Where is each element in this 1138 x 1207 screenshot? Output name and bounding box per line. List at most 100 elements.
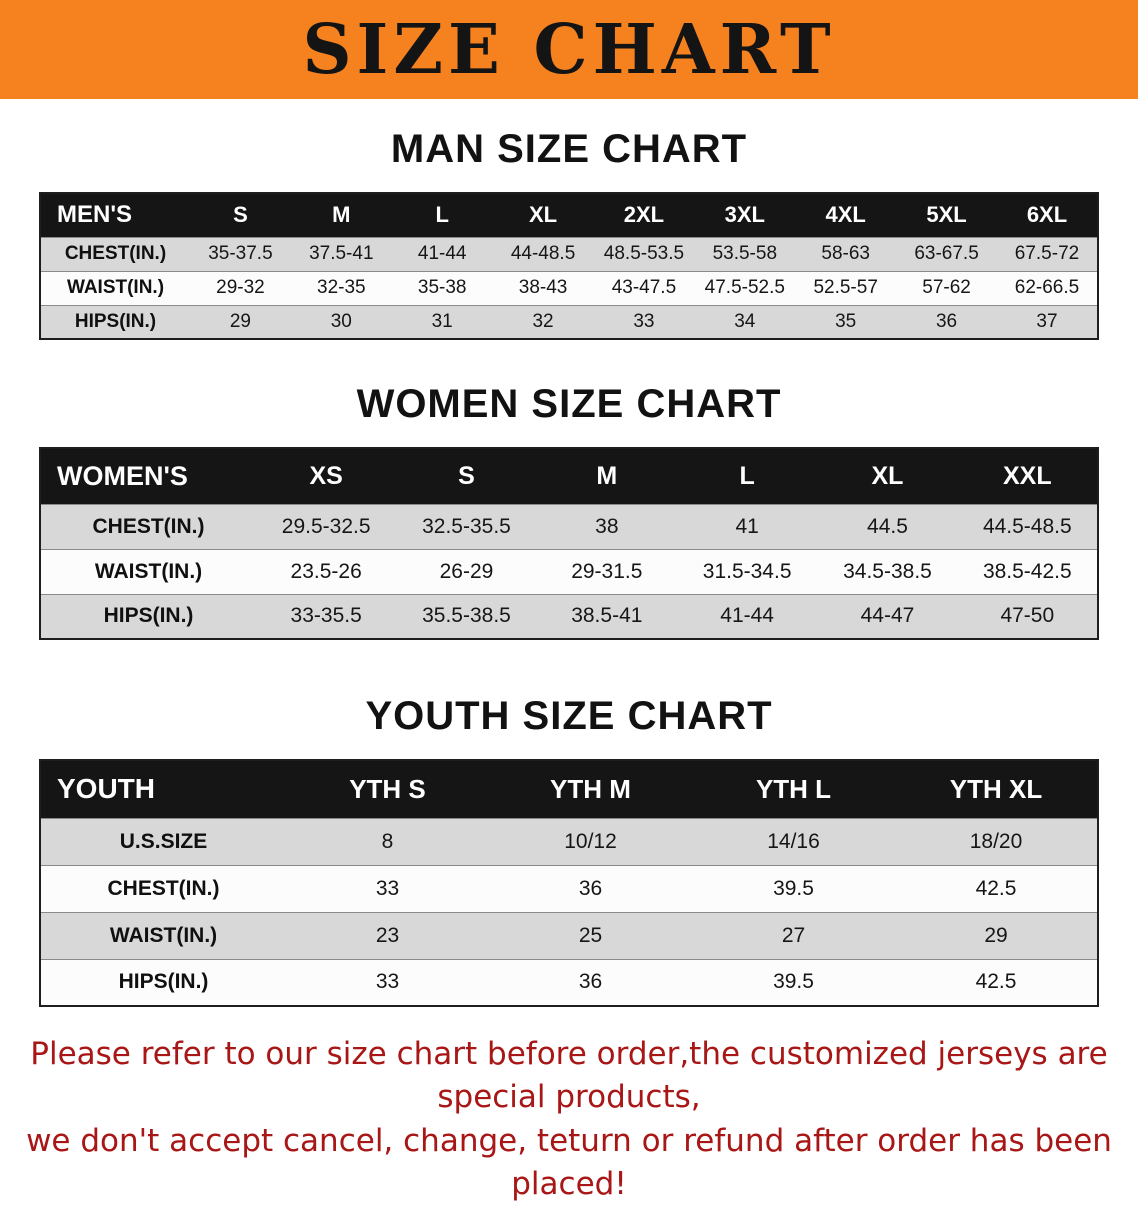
women-size-table: WOMEN'S XS S M L XL XXL CHEST(IN.) 29.5-32.5 32.5… xyxy=(39,447,1099,640)
size-value: 31 xyxy=(391,304,493,339)
size-value: 39.5 xyxy=(692,864,895,912)
size-column-header: 6XL xyxy=(1026,202,1068,228)
size-column-header: YTH S xyxy=(349,773,426,804)
size-column-header: L xyxy=(435,202,449,228)
size-column-header: 3XL xyxy=(724,202,765,228)
size-value: 44-47 xyxy=(817,593,958,639)
size-column-header: XXL xyxy=(1003,461,1052,490)
size-value: 52.5-57 xyxy=(795,270,897,305)
size-value: 37 xyxy=(997,304,1098,339)
size-column-header: S xyxy=(458,461,475,490)
size-column-header: XS xyxy=(309,461,343,490)
size-value: 41 xyxy=(676,503,818,549)
size-column-header: M xyxy=(332,202,351,228)
size-value: 42.5 xyxy=(895,958,1098,1006)
size-value: 32.5-35.5 xyxy=(396,503,537,549)
youth-size-table: YOUTH YTH S YTH M YTH L YTH XL U.S.SIZE 8 10/12… xyxy=(39,759,1099,1007)
measurement-label: CHEST(IN.) xyxy=(40,503,256,549)
measurement-row: WAIST(IN.) 29-32 32-35 35-38 38-43 43-47.5 47.… xyxy=(40,270,1098,305)
women-section-heading: WOMEN SIZE CHART xyxy=(356,382,782,426)
measurement-label: WAIST(IN.) xyxy=(40,548,256,594)
size-value: 41-44 xyxy=(676,593,818,639)
measurement-label: HIPS(IN.) xyxy=(40,958,286,1006)
size-value: 29.5-32.5 xyxy=(256,503,397,549)
measurement-row: U.S.SIZE 8 10/12 14/16 18/20 xyxy=(40,817,1098,865)
size-value: 36 xyxy=(896,304,997,339)
banner-title: SIZE CHART xyxy=(302,9,836,90)
measurement-row: HIPS(IN.) 33-35.5 35.5-38.5 38.5-41 41-44 44-… xyxy=(40,593,1098,639)
measurement-row: WAIST(IN.) 23 25 27 29 xyxy=(40,911,1098,959)
size-value: 47-50 xyxy=(957,593,1098,639)
size-value: 36 xyxy=(489,958,692,1006)
size-value: 36 xyxy=(489,864,692,912)
size-value: 33 xyxy=(286,864,489,912)
size-value: 26-29 xyxy=(396,548,537,594)
size-value: 33-35.5 xyxy=(256,593,397,639)
size-value: 38-43 xyxy=(492,270,594,305)
size-value: 39.5 xyxy=(692,958,895,1006)
measurement-row: CHEST(IN.) 35-37.5 37.5-41 41-44 44-48.5 48.5… xyxy=(40,236,1098,271)
measurement-label: HIPS(IN.) xyxy=(40,304,190,339)
size-value: 23.5-26 xyxy=(256,548,397,594)
size-value: 32-35 xyxy=(290,270,392,305)
size-column-header: 2XL xyxy=(623,202,665,228)
size-value: 58-63 xyxy=(795,236,897,271)
measurement-label: CHEST(IN.) xyxy=(40,864,286,912)
banner: SIZE CHART xyxy=(0,0,1138,99)
size-value: 14/16 xyxy=(692,817,895,865)
size-value: 29 xyxy=(190,304,291,339)
size-value: 62-66.5 xyxy=(997,270,1098,305)
size-value: 34 xyxy=(694,304,796,339)
size-value: 29 xyxy=(895,911,1098,959)
size-value: 44-48.5 xyxy=(492,236,594,271)
measurement-row: HIPS(IN.) 29 30 31 32 33 34 35 36 37 xyxy=(40,304,1098,339)
size-value: 33 xyxy=(286,958,489,1006)
size-value: 27 xyxy=(692,911,895,959)
size-column-header: L xyxy=(739,461,755,490)
size-value: 30 xyxy=(290,304,392,339)
table-title-cell: WOMEN'S xyxy=(57,460,188,491)
size-value: 41-44 xyxy=(391,236,493,271)
size-column-header: XL xyxy=(871,461,904,490)
size-value: 57-62 xyxy=(896,270,997,305)
size-value: 8 xyxy=(286,817,489,865)
measurement-row: CHEST(IN.) 29.5-32.5 32.5-35.5 38 41 44.5 44.5… xyxy=(40,503,1098,549)
size-column-header: 4XL xyxy=(825,202,866,228)
header-row: MEN'S S M L XL 2XL 3XL 4XL 5XL 6XL xyxy=(40,193,1098,237)
measurement-row: HIPS(IN.) 33 36 39.5 42.5 xyxy=(40,958,1098,1006)
size-column-header: YTH XL xyxy=(949,773,1043,804)
men-size-chart-section: MAN SIZE CHART MEN'S S M L XL 2XL 3XL 4XL 5XL 6XL… xyxy=(0,127,1138,340)
measurement-label: CHEST(IN.) xyxy=(40,236,190,271)
size-value: 23 xyxy=(286,911,489,959)
size-value: 31.5-34.5 xyxy=(676,548,818,594)
disclaimer-line-2: we don't accept cancel, change, teturn o… xyxy=(26,1122,1112,1203)
size-value: 10/12 xyxy=(489,817,692,865)
disclaimer-line-1: Please refer to our size chart before or… xyxy=(30,1036,1108,1116)
size-value: 35-37.5 xyxy=(190,236,291,271)
men-section-heading: MAN SIZE CHART xyxy=(390,127,748,171)
table-title-cell: YOUTH xyxy=(57,773,155,805)
measurement-label: WAIST(IN.) xyxy=(40,270,190,305)
size-value: 35.5-38.5 xyxy=(396,593,537,639)
size-value: 53.5-58 xyxy=(694,236,796,271)
size-value: 43-47.5 xyxy=(593,270,695,305)
size-value: 33 xyxy=(593,304,695,339)
measurement-row: WAIST(IN.) 23.5-26 26-29 29-31.5 31.5-34.5 34… xyxy=(40,548,1098,594)
men-size-table: MEN'S S M L XL 2XL 3XL 4XL 5XL 6XL CHEST(IN.) 35-37… xyxy=(39,192,1099,340)
size-column-header: YTH M xyxy=(550,773,631,804)
size-value: 29-32 xyxy=(190,270,291,305)
size-value: 44.5 xyxy=(817,503,958,549)
size-column-header: XL xyxy=(529,202,558,228)
size-value: 18/20 xyxy=(895,817,1098,865)
size-value: 38.5-42.5 xyxy=(957,548,1098,594)
table-title-cell: MEN'S xyxy=(57,201,133,229)
size-value: 48.5-53.5 xyxy=(593,236,695,271)
header-row: WOMEN'S XS S M L XL XXL xyxy=(40,448,1098,504)
header-row: YOUTH YTH S YTH M YTH L YTH XL xyxy=(40,760,1098,818)
youth-size-chart-section: YOUTH SIZE CHART YOUTH YTH S YTH M YTH L YTH… xyxy=(0,694,1138,1007)
size-value: 44.5-48.5 xyxy=(957,503,1098,549)
size-value: 38.5-41 xyxy=(536,593,677,639)
size-column-header: S xyxy=(233,202,248,228)
size-value: 29-31.5 xyxy=(536,548,677,594)
